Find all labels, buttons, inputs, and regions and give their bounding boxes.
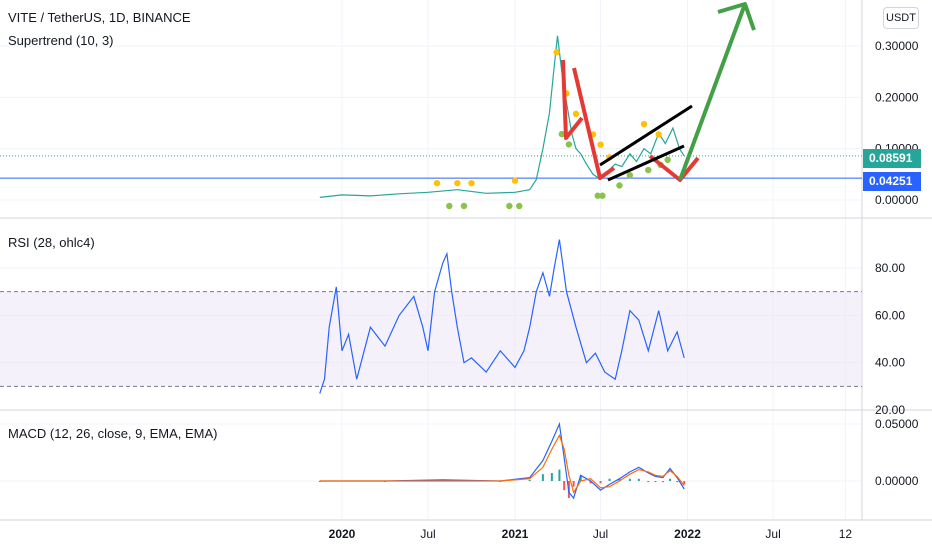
pane-separators	[0, 0, 932, 521]
supertrend-down-marker	[597, 141, 604, 148]
rsi-tick-label: 80.00	[875, 261, 905, 275]
rsi-pane	[0, 239, 862, 394]
macd-histogram-bar	[550, 473, 553, 481]
macd-histogram-bar	[572, 481, 575, 487]
macd-histogram-bar	[528, 479, 531, 481]
supertrend-up-marker	[594, 192, 601, 199]
supertrend-up-marker	[626, 172, 634, 179]
supertrend-up-marker	[558, 130, 565, 138]
supertrend-up-marker	[565, 141, 573, 148]
supertrend-down-marker	[511, 177, 519, 184]
price-tick-label: 0.00000	[875, 193, 919, 207]
macd-tick-label: 0.05000	[875, 417, 919, 431]
supertrend-down-marker	[553, 49, 560, 56]
channel-lower-line	[607, 144, 685, 182]
supertrend-down-marker	[454, 179, 461, 187]
supertrend-up-marker	[645, 166, 652, 174]
macd-histogram-bar	[318, 481, 321, 482]
green-arrow-head	[717, 2, 756, 31]
macd-histogram-bar	[599, 481, 602, 484]
rsi-series-line	[319, 239, 685, 394]
red-arrow-drawing	[561, 59, 584, 140]
currency-button[interactable]: USDT	[883, 7, 919, 29]
supertrend-up-marker	[516, 202, 523, 210]
red-arrow-drawing	[572, 67, 616, 180]
grid-layer	[0, 0, 862, 520]
macd-title: MACD (12, 26, close, 9, EMA, EMA)	[8, 426, 218, 441]
supertrend-up-marker	[460, 202, 468, 210]
macd-line	[319, 421, 685, 500]
rsi-band-fill	[0, 291, 862, 387]
last-price-badge: 0.08591	[863, 149, 921, 168]
rsi-title: RSI (28, ohlc4)	[8, 235, 95, 250]
macd-tick-label: 0.00000	[875, 474, 919, 488]
price-tick-label: 0.20000	[875, 90, 919, 104]
green-arrow-drawing	[678, 3, 747, 181]
channel-upper-line	[599, 104, 693, 167]
macd-histogram-bar	[589, 481, 592, 484]
supertrend-down-marker	[640, 120, 648, 128]
time-axis-label: 2021	[502, 527, 529, 541]
supertrend-down-marker	[572, 110, 580, 118]
supertrend-title: Supertrend (10, 3)	[8, 33, 114, 48]
supertrend-down-marker	[433, 179, 441, 187]
supertrend-down-marker	[655, 131, 662, 138]
macd-histogram-bar	[683, 481, 686, 485]
macd-histogram-bar	[654, 481, 657, 483]
macd-histogram-bar	[558, 469, 561, 481]
supertrend-up-marker	[446, 202, 453, 210]
supertrend-up-marker	[616, 182, 623, 189]
price-pane	[0, 35, 862, 210]
macd-histogram-bar	[647, 481, 650, 483]
time-axis-label: 2020	[329, 527, 356, 541]
time-axis-label: 2022	[674, 527, 701, 541]
price-tick-label: 0.30000	[875, 39, 919, 53]
macd-histogram-bar	[579, 475, 582, 481]
macd-histogram-bar	[637, 478, 640, 481]
macd-histogram-bar	[541, 474, 544, 481]
time-axis-label: 12	[839, 527, 853, 541]
supertrend-down-marker	[468, 179, 475, 187]
macd-histogram-bar	[618, 478, 621, 481]
symbol-title: VITE / TetherUS, 1D, BINANCE	[8, 10, 191, 25]
macd-histogram-bar	[628, 478, 631, 481]
macd-signal-line	[319, 433, 685, 494]
rsi-tick-label: 60.00	[875, 308, 905, 322]
time-axis-label: Jul	[593, 527, 608, 541]
rsi-tick-label: 20.00	[875, 403, 905, 417]
macd-histogram-bar	[669, 478, 672, 481]
time-axis-label: Jul	[420, 527, 435, 541]
supertrend-up-marker	[506, 202, 513, 210]
macd-histogram-bar	[676, 481, 679, 483]
horizontal-level-badge: 0.04251	[863, 172, 921, 191]
time-axis-label: Jul	[765, 527, 780, 541]
price-series-line	[319, 35, 685, 198]
supertrend-up-marker	[599, 192, 606, 199]
rsi-tick-label: 40.00	[875, 356, 905, 370]
macd-histogram-bar	[608, 478, 611, 481]
axis-layer: 0.300000.200000.100000.0000080.0060.0040…	[329, 39, 919, 541]
supertrend-up-marker	[664, 156, 671, 163]
macd-histogram-bar	[661, 481, 664, 483]
user-drawings[interactable]	[561, 2, 756, 182]
macd-histogram-bar	[563, 481, 566, 491]
macd-pane	[318, 421, 686, 500]
